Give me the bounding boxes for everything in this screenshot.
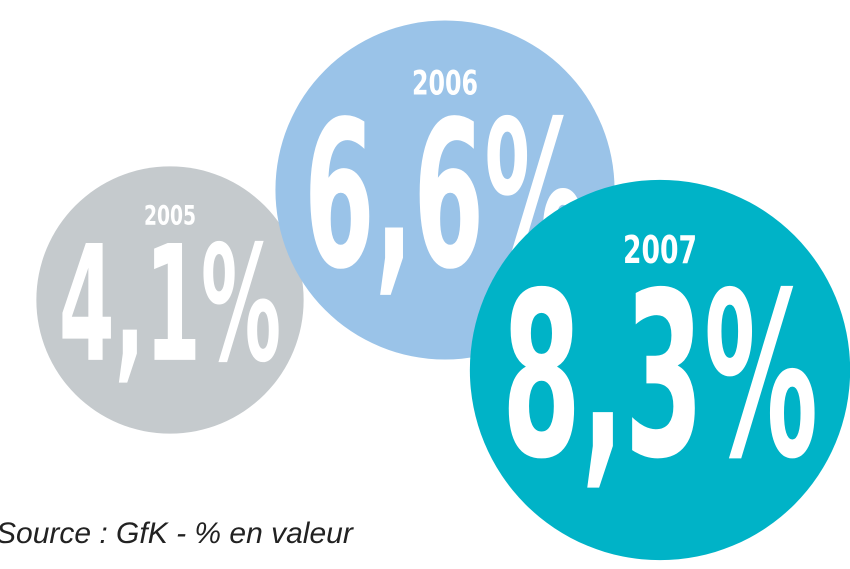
source-note: Source : GfK - % en valeur	[0, 517, 354, 550]
year-label: 2005	[144, 202, 196, 232]
value-label: 8,3%	[502, 244, 818, 510]
year-label: 2007	[623, 228, 697, 272]
bubble	[469, 179, 850, 561]
year-label: 2006	[412, 63, 478, 102]
value-label: 4,1%	[59, 211, 281, 398]
bubble	[36, 166, 304, 434]
